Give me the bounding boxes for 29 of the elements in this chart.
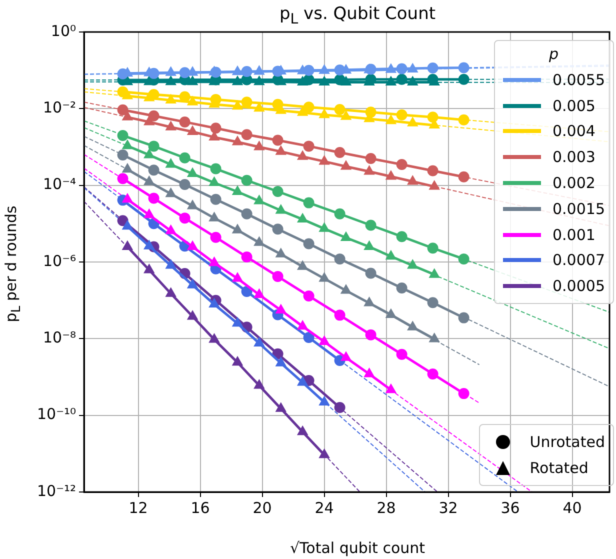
y-tick-label: 10⁻¹² <box>37 482 76 500</box>
annotation: Rotated <box>530 459 588 478</box>
y-tick-label: 10⁰ <box>50 22 76 40</box>
y-tick-label: 10⁻⁶ <box>43 252 76 270</box>
x-tick-label: 20 <box>252 498 272 517</box>
legend-label: 0.0055 <box>552 70 605 89</box>
y-tick-label: 10⁻⁴ <box>43 175 76 194</box>
x-tick-label: 12 <box>128 498 148 517</box>
legend-label: 0.0015 <box>552 200 605 218</box>
x-tick-label: 32 <box>438 498 458 517</box>
legend-label: 0.002 <box>552 174 596 192</box>
legend-label: 0.004 <box>552 122 596 140</box>
chart-title: p$_{L}$ vs. Qubit Count <box>278 4 437 28</box>
y-tick-label: 10⁻⁸ <box>43 328 76 347</box>
annotation: Unrotated <box>530 433 605 452</box>
x-tick-label: 28 <box>376 498 396 517</box>
legend-label: 0.003 <box>552 148 596 166</box>
x-tick-label: 36 <box>500 498 520 517</box>
x-tick-label: 16 <box>190 498 210 517</box>
legend-label: 0.0005 <box>552 277 605 296</box>
y-tick-label: 10⁻¹⁰ <box>37 405 76 424</box>
y-tick-label: 10⁻² <box>43 98 76 117</box>
legend-label: 0.001 <box>552 226 596 244</box>
x-tick-label: 40 <box>562 498 582 517</box>
legend-label: 0.0007 <box>552 251 605 270</box>
x-axis-title: √Total qubit count <box>288 539 426 557</box>
legend-title: p <box>548 45 560 65</box>
legend-label: 0.005 <box>552 96 596 115</box>
x-tick-label: 24 <box>314 498 334 517</box>
